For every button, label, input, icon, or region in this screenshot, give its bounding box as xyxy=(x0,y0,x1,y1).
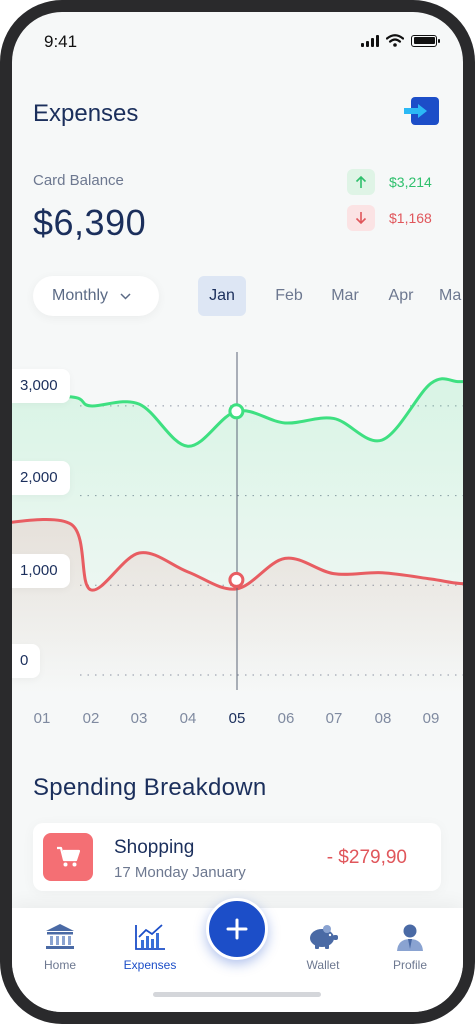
data-point-marker[interactable] xyxy=(228,571,245,588)
tab-home[interactable]: Home xyxy=(20,922,100,972)
tab-expenses[interactable]: Expenses xyxy=(110,922,190,972)
wifi-icon xyxy=(386,34,404,47)
logout-icon[interactable] xyxy=(402,96,440,126)
piggy-bank-icon xyxy=(310,925,338,949)
expense-amount: - $279,90 xyxy=(326,847,407,868)
x-axis: 01 02 03 04 05 06 07 08 09 xyxy=(12,710,463,730)
plus-icon xyxy=(226,918,248,940)
data-point-marker[interactable] xyxy=(228,403,245,420)
y-axis-label: 1,000 xyxy=(12,554,70,588)
tab-expenses-label: Expenses xyxy=(123,958,177,972)
spent-indicator: $1,168 xyxy=(347,205,432,231)
x-tick-label[interactable]: 08 xyxy=(374,710,392,727)
month-tab-apr[interactable]: Apr xyxy=(388,287,414,304)
tab-profile-label: Profile xyxy=(392,958,427,972)
battery-icon xyxy=(411,34,440,47)
balance-label: Card Balance xyxy=(33,172,124,189)
app-screen: 9:41 Expenses Card Balance $6,390 $3 xyxy=(12,12,463,1012)
expense-chart xyxy=(12,352,463,695)
page-title: Expenses xyxy=(33,100,139,127)
signal-icon xyxy=(361,34,379,47)
chevron-down-icon xyxy=(120,292,131,300)
expense-item[interactable]: Shopping 17 Monday January - $279,90 xyxy=(33,823,441,891)
income-amount: $3,214 xyxy=(389,174,432,190)
section-title: Spending Breakdown xyxy=(33,774,267,801)
x-tick-label[interactable]: 03 xyxy=(130,710,148,727)
status-time: 9:41 xyxy=(44,32,78,51)
x-tick-label[interactable]: 07 xyxy=(325,710,343,727)
month-tab-feb[interactable]: Feb xyxy=(275,287,303,304)
x-tick-label-selected[interactable]: 05 xyxy=(228,710,246,727)
status-icons xyxy=(361,34,440,47)
arrow-down-icon xyxy=(347,205,375,231)
tab-wallet-label: Wallet xyxy=(306,958,340,972)
month-tab-mar[interactable]: Mar xyxy=(331,287,359,304)
add-expense-button[interactable] xyxy=(206,898,268,960)
chart-icon xyxy=(135,924,165,950)
x-tick-label[interactable]: 06 xyxy=(277,710,295,727)
y-axis-label: 3,000 xyxy=(12,369,70,403)
tab-wallet[interactable]: Wallet xyxy=(283,922,363,972)
arrow-up-icon xyxy=(347,169,375,195)
series-line xyxy=(12,517,463,592)
expense-name: Shopping xyxy=(114,837,195,858)
tab-home-label: Home xyxy=(43,958,76,972)
user-icon xyxy=(397,924,423,951)
period-dropdown[interactable]: Monthly xyxy=(33,276,159,316)
x-tick-label[interactable]: 01 xyxy=(33,710,51,727)
y-axis-label: 0 xyxy=(12,644,41,678)
balance-value: $6,390 xyxy=(33,202,147,243)
bank-icon xyxy=(46,924,74,949)
month-tab-may[interactable]: Ma xyxy=(439,287,462,304)
income-indicator: $3,214 xyxy=(347,169,432,195)
home-indicator xyxy=(153,992,321,997)
period-dropdown-label: Monthly xyxy=(52,287,109,304)
series-line xyxy=(12,377,463,448)
x-tick-label[interactable]: 02 xyxy=(82,710,100,727)
y-axis-label: 2,000 xyxy=(12,461,70,495)
x-tick-label[interactable]: 04 xyxy=(179,710,197,727)
month-tab-jan[interactable]: Jan xyxy=(198,276,246,316)
x-tick-label[interactable]: 09 xyxy=(422,710,440,727)
spent-amount: $1,168 xyxy=(389,210,432,226)
cart-icon xyxy=(43,833,93,881)
tab-profile[interactable]: Profile xyxy=(370,922,450,972)
expense-date: 17 Monday January xyxy=(114,864,246,881)
